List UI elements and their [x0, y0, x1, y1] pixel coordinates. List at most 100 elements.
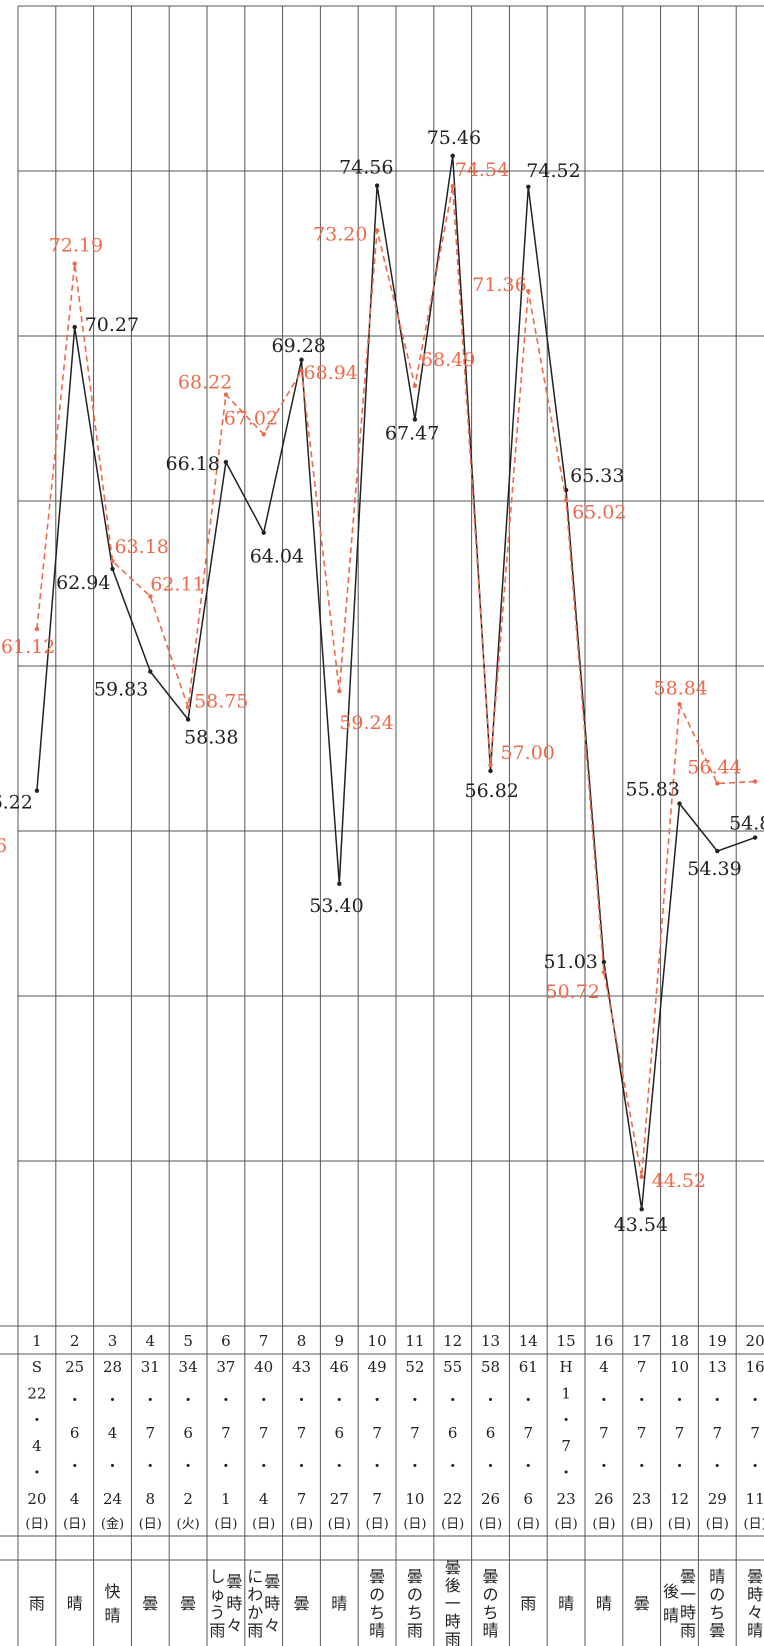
- data-label: 67.47: [385, 422, 439, 444]
- table-weekday: (日): [479, 1517, 502, 1532]
- table-date-part: ・: [143, 1457, 158, 1475]
- table-weekday: (日): [744, 1517, 764, 1532]
- table-date-part: ・: [672, 1391, 687, 1409]
- table-weather-char: 雨: [680, 1621, 696, 1640]
- series-solid-point: [450, 153, 455, 159]
- table-weekday: (日): [252, 1517, 275, 1532]
- table-column-number: 6: [221, 1332, 231, 1350]
- table-date-part: 22: [27, 1384, 46, 1402]
- table-date-part: ・: [294, 1391, 309, 1409]
- table-weather-char: に: [247, 1567, 263, 1586]
- table-date-part: ・: [748, 1391, 763, 1409]
- table-weather-char: ち: [482, 1603, 498, 1622]
- series-dashed: [34, 183, 758, 1180]
- series-dashed-point: [601, 970, 607, 975]
- table-date-part: 7: [561, 1437, 571, 1455]
- table-column-number: 15: [557, 1332, 576, 1350]
- series-solid-point: [488, 768, 493, 774]
- series-dashed-point: [488, 762, 493, 768]
- table-date-part: ・: [672, 1457, 687, 1475]
- table-date-part: 7: [637, 1424, 647, 1442]
- table-date-part: 23: [632, 1490, 651, 1508]
- series-solid-line: [36, 155, 756, 1210]
- table-date-part: 7: [221, 1424, 231, 1442]
- series-dashed-point: [752, 779, 758, 784]
- series-solid-point: [185, 717, 191, 722]
- table-date-part: ・: [521, 1391, 536, 1409]
- table-column-number: 17: [632, 1332, 651, 1350]
- table-date-part: 4: [108, 1424, 118, 1442]
- table-weekday: (日): [592, 1517, 615, 1532]
- table-date-part: 31: [141, 1358, 160, 1376]
- table-weekday: (日): [25, 1517, 48, 1532]
- table-date-part: ・: [143, 1391, 158, 1409]
- table-weather-char: 曇: [180, 1594, 196, 1613]
- table-weekday: (日): [328, 1517, 351, 1532]
- table-weather-char: 後: [445, 1576, 461, 1595]
- table-date-part: 7: [297, 1424, 307, 1442]
- table-date-part: 2: [183, 1490, 193, 1508]
- table-date-part: 20: [27, 1490, 46, 1508]
- table-weather-char: 雨: [520, 1594, 536, 1613]
- series-dashed-point: [677, 702, 682, 707]
- series-dashed-point: [639, 1174, 644, 1180]
- table-weather-char: 曇: [407, 1567, 423, 1586]
- table-weather-char: ち: [369, 1603, 385, 1622]
- data-label: 56.82: [465, 780, 519, 802]
- table-weather-char: 晴: [709, 1567, 725, 1586]
- table-date-part: ・: [710, 1457, 725, 1475]
- data-label: 66.18: [165, 453, 219, 475]
- table-weekday: (日): [403, 1517, 426, 1532]
- table-date-part: ・: [294, 1457, 309, 1475]
- table-weather-char: 曇: [226, 1572, 242, 1591]
- table-date-part: ・: [445, 1391, 460, 1409]
- table-weather-char: 時: [445, 1612, 461, 1631]
- table-weekday: (日): [63, 1517, 86, 1532]
- table-weather-char: 々: [264, 1616, 280, 1635]
- table-date-part: ・: [596, 1391, 611, 1409]
- series-solid-point: [412, 417, 418, 422]
- series-dashed-point: [450, 183, 455, 189]
- table-date-part: ・: [596, 1457, 611, 1475]
- table-weather-char: 晴: [104, 1606, 120, 1625]
- table-date-part: ・: [29, 1411, 44, 1429]
- table-weather-char: 晴: [747, 1621, 763, 1640]
- table-date-part: 28: [103, 1358, 122, 1376]
- data-label: 44.52: [652, 1170, 706, 1192]
- series-solid-point: [374, 183, 380, 188]
- table-weather-char: 々: [226, 1616, 242, 1635]
- table-date-part: 25: [65, 1358, 84, 1376]
- table-date-part: 6: [524, 1490, 534, 1508]
- data-label: 58.84: [654, 677, 708, 699]
- series-solid-point: [677, 801, 682, 806]
- table-weekday: (日): [555, 1517, 578, 1532]
- table-column-number: 7: [259, 1332, 269, 1350]
- table-weather-char: 曇: [634, 1594, 650, 1613]
- data-label: 51.03: [543, 951, 597, 973]
- table-weather-char: 晴: [67, 1594, 83, 1613]
- table-column-number: 8: [297, 1332, 307, 1350]
- table-date-part: 7: [372, 1424, 382, 1442]
- table-date-part: ・: [181, 1391, 196, 1409]
- table-weather-char: 晴: [369, 1621, 385, 1640]
- data-label: 72.19: [49, 235, 103, 257]
- data-label: 62.94: [56, 572, 110, 594]
- data-label: 64.04: [250, 546, 304, 568]
- data-label: 74.54: [455, 159, 509, 181]
- series-solid-point: [110, 566, 115, 572]
- data-label: 56.44: [687, 756, 741, 778]
- table-weekday: (日): [706, 1517, 729, 1532]
- table-date-part: ・: [256, 1457, 271, 1475]
- table-weather-char: 曇: [264, 1572, 280, 1591]
- table-date-part: ・: [67, 1457, 82, 1475]
- table-date-part: ・: [634, 1457, 649, 1475]
- table-date-part: ・: [445, 1457, 460, 1475]
- data-label: 68.94: [304, 362, 358, 384]
- series-dashed-line: [36, 186, 756, 1177]
- table-date-part: 12: [670, 1490, 689, 1508]
- series-dashed-point: [526, 288, 531, 294]
- table-date-part: 23: [557, 1490, 576, 1508]
- table-column-number: 5: [183, 1332, 193, 1350]
- table-date-part: ・: [521, 1457, 536, 1475]
